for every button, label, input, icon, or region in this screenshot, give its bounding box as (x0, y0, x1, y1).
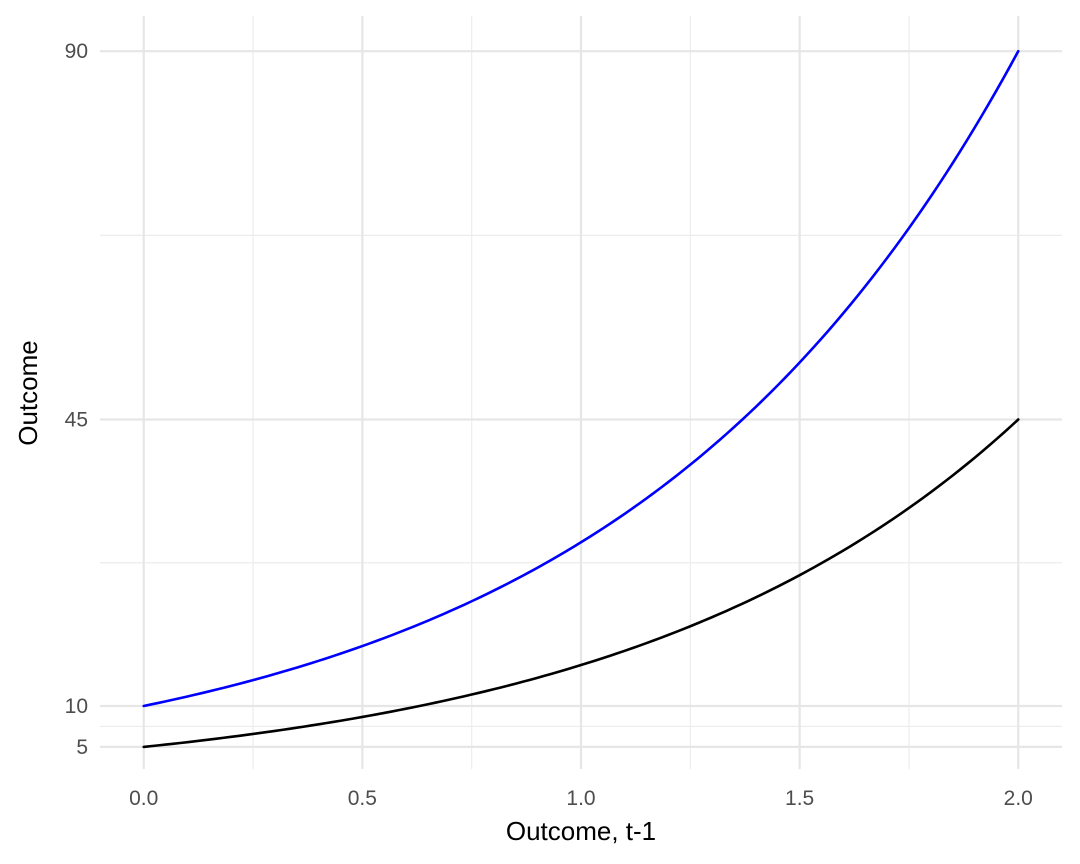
tick-labels: 0.0 0.5 1.0 1.5 2.0 5 10 45 90 (65, 40, 1033, 810)
y-tick-label: 5 (76, 736, 88, 759)
y-tick-label: 45 (65, 409, 88, 432)
x-axis-title: Outcome, t-1 (506, 816, 656, 846)
y-tick-label: 10 (65, 695, 88, 718)
x-tick-label: 1.5 (785, 787, 814, 810)
x-tick-label: 2.0 (1004, 787, 1033, 810)
x-tick-label: 0.5 (348, 787, 377, 810)
series-line-2 (142, 418, 1020, 749)
x-tick-label: 0.0 (129, 787, 158, 810)
y-tick-label: 90 (65, 40, 88, 63)
y-axis-title: Outcome (13, 340, 43, 446)
series-lines (142, 49, 1020, 749)
x-tick-label: 1.0 (566, 787, 595, 810)
grid (100, 16, 1062, 769)
series-line-1 (142, 49, 1020, 708)
